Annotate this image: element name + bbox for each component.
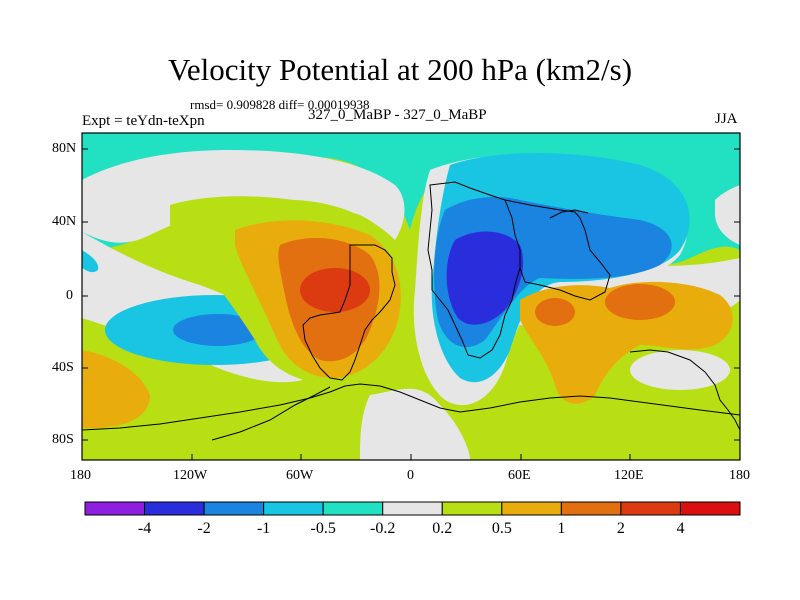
colorbar-label: -4	[137, 520, 152, 537]
y-tick-label: 80N	[52, 141, 77, 156]
coastline-africa	[427, 181, 521, 359]
x-tick-label: 60E	[508, 468, 531, 483]
stats-text: rmsd= 0.909828 diff= 0.00019938	[190, 97, 370, 112]
colorbar-label: 2	[616, 520, 625, 537]
y-tick-label: 40N	[52, 214, 77, 229]
colorbar-box	[560, 501, 622, 516]
y-tick-label: 0	[66, 288, 73, 303]
coastline-asia-northeast	[549, 209, 589, 219]
colorbar-label: -0.2	[370, 520, 396, 537]
colorbar	[84, 501, 741, 516]
y-tick-label: 40S	[52, 360, 74, 375]
colorbar-box	[203, 501, 265, 516]
colorbar-box	[263, 501, 324, 516]
colorbar-box	[441, 501, 503, 516]
contour-field	[82, 133, 740, 460]
x-tick-label: 60W	[286, 468, 314, 483]
colorbar-label: 1	[557, 520, 566, 537]
contour-west-neg-blue	[173, 314, 263, 346]
coastline-australia	[629, 349, 740, 431]
experiment-label: Expt = teYdn-teXpn	[82, 113, 205, 129]
y-tick-marks	[82, 148, 740, 441]
x-tick-label: 120W	[173, 468, 208, 483]
contour-west-edge-cyan	[82, 250, 99, 273]
contour-io-dark-orange-2	[605, 284, 675, 320]
x-tick-label: 180	[70, 468, 91, 483]
contour-sa-red	[300, 268, 370, 312]
season-label: JJA	[715, 111, 738, 127]
coastline-antarctica	[82, 383, 740, 431]
x-tick-label: 0	[407, 468, 414, 483]
colorbar-label: -0.5	[310, 520, 336, 537]
colorbar-box	[144, 501, 205, 516]
coastlines	[82, 181, 740, 441]
coastline-south-america	[302, 244, 396, 381]
colorbar-box	[501, 501, 562, 516]
x-tick-label: 180	[729, 468, 750, 483]
colorbar-box	[322, 501, 384, 516]
contour-io-grey-hole	[630, 350, 730, 390]
chart-title: Velocity Potential at 200 hPa (km2/s)	[167, 52, 633, 87]
contour-east-edge-grey	[715, 185, 740, 245]
colorbar-box	[679, 501, 741, 516]
x-tick-marks	[81, 454, 741, 460]
colorbar-label: 0.5	[491, 520, 512, 537]
contour-africa-dark-blue	[446, 231, 524, 325]
colorbar-label: -2	[197, 520, 211, 537]
colorbar-box	[84, 501, 146, 516]
case-label: 327_0_MaBP - 327_0_MaBP	[308, 107, 487, 123]
colorbar-box	[620, 501, 681, 516]
contour-south-grey	[360, 388, 470, 460]
contour-io-dark-orange-1	[535, 298, 575, 326]
y-tick-label: 80S	[52, 432, 74, 447]
colorbar-label: 0.2	[432, 520, 453, 537]
contour-sw-orange	[82, 350, 150, 429]
x-tick-label: 120E	[614, 468, 644, 483]
colorbar-box	[382, 501, 443, 516]
coastline-south-islands	[211, 386, 331, 441]
colorbar-label: 4	[676, 520, 685, 537]
colorbar-label: -1	[256, 520, 271, 537]
